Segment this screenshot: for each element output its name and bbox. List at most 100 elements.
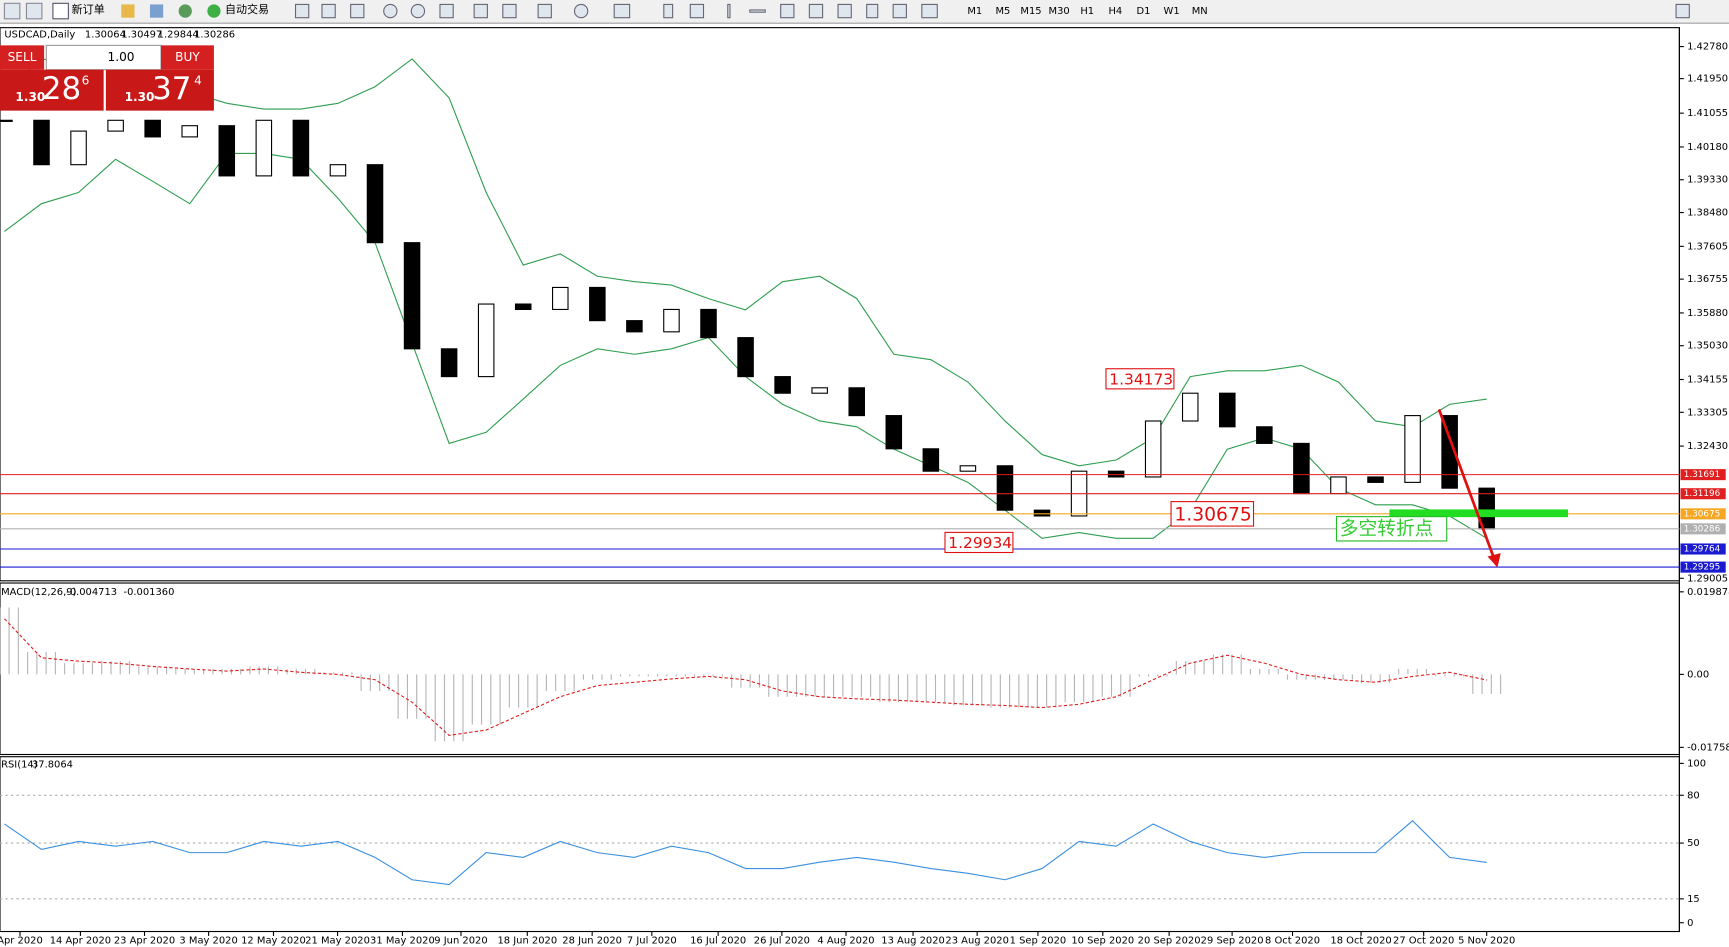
lot-field[interactable]	[45, 44, 162, 71]
auto-trading-button[interactable]: 自动交易	[225, 2, 269, 16]
tool-icon[interactable]	[573, 3, 589, 19]
tool-icon[interactable]	[178, 4, 192, 18]
trend-arrow	[1437, 408, 1496, 560]
candle	[589, 286, 606, 322]
tool-icon[interactable]	[613, 3, 631, 19]
hline-tool[interactable]	[749, 9, 766, 13]
tool-icon[interactable]	[537, 3, 552, 19]
tool-icon[interactable]	[808, 3, 824, 19]
tool-icon[interactable]	[921, 3, 938, 19]
y-tick-label: 0	[1687, 918, 1693, 929]
sell-label[interactable]: SELL	[8, 50, 37, 64]
y-tick-label: 1.29005	[1687, 573, 1728, 584]
timeframe-button[interactable]: M1	[967, 6, 982, 17]
candle	[514, 303, 532, 310]
buy-button[interactable]	[160, 45, 214, 70]
upper-band	[4, 58, 1487, 467]
vline-tool[interactable]	[727, 3, 731, 19]
crosshair-tool[interactable]	[689, 3, 705, 19]
tool-icon[interactable]	[3, 2, 21, 20]
auto-trading-icon[interactable]	[207, 4, 221, 18]
lot-value[interactable]: 1.00	[108, 50, 135, 64]
x-tick-label: 14 Apr 2020	[50, 935, 111, 946]
zoom-in[interactable]	[383, 3, 398, 19]
candle	[700, 308, 717, 339]
candle	[144, 119, 161, 138]
y-tick-label: 1.41055	[1687, 108, 1728, 119]
timeframe-button[interactable]: W1	[1164, 6, 1180, 17]
price-level-label: 1.31691	[1684, 470, 1720, 480]
timeframe-button[interactable]: H4	[1108, 6, 1122, 17]
candle	[1219, 392, 1236, 428]
candle	[737, 337, 754, 378]
main-title: USDCAD,Daily	[4, 29, 75, 40]
label-tool[interactable]	[892, 3, 907, 19]
tool-icon[interactable]	[321, 3, 336, 19]
price-level-label: 1.30675	[1684, 509, 1720, 519]
candle	[774, 376, 791, 394]
text-tool[interactable]	[866, 3, 879, 19]
x-tick-label: 31 May 2020	[370, 935, 435, 946]
y-tick-label: 1.39330	[1687, 175, 1728, 186]
new-order-button[interactable]: 新订单	[72, 2, 105, 16]
tool-icon[interactable]	[502, 3, 517, 19]
y-tick-label: 1.33305	[1687, 407, 1728, 418]
macd-readout: -0.004713	[66, 587, 117, 598]
y-tick-label: 15	[1687, 894, 1700, 905]
tool-icon[interactable]	[25, 2, 43, 20]
candle	[1404, 415, 1421, 483]
y-tick-label: 1.37605	[1687, 241, 1728, 252]
tool-icon[interactable]	[473, 3, 488, 19]
tool-icon[interactable]	[350, 3, 365, 19]
candle	[1330, 476, 1347, 495]
timeframe-button[interactable]: M5	[995, 6, 1010, 17]
candle	[1181, 392, 1199, 422]
timeframe-button[interactable]: M15	[1020, 6, 1041, 17]
ohlc-value: 1.30286	[194, 29, 235, 40]
x-tick-label: 9 Jun 2020	[434, 935, 487, 946]
timeframe-button[interactable]: D1	[1136, 6, 1150, 17]
candle	[626, 320, 643, 333]
annotation: 1.30675	[1174, 504, 1251, 525]
sell-button[interactable]	[0, 45, 45, 70]
new-order-icon[interactable]	[52, 2, 69, 20]
tool-icon[interactable]	[149, 4, 164, 18]
sell-price-box[interactable]	[0, 69, 104, 111]
zoom-out[interactable]	[410, 3, 426, 19]
candle	[1256, 426, 1273, 444]
x-tick-label: 16 Jul 2020	[690, 935, 746, 946]
annotation-box	[944, 531, 1014, 554]
x-tick-label: 10 Sep 2020	[1071, 935, 1134, 946]
main-panel	[0, 27, 1680, 582]
search-icon[interactable]	[1675, 3, 1690, 19]
timeframe-button[interactable]: MN	[1192, 6, 1208, 17]
tool-icon[interactable]	[837, 3, 852, 19]
rsi-line	[4, 820, 1487, 886]
candle	[552, 286, 569, 310]
signal-line	[4, 618, 1487, 736]
tool-icon[interactable]	[121, 4, 135, 18]
candle	[440, 348, 458, 378]
tool-icons	[294, 3, 1690, 19]
candle	[366, 164, 384, 244]
buy-label[interactable]: BUY	[175, 50, 200, 64]
tool-icon[interactable]	[780, 3, 795, 19]
x-tick-label: 26 Jul 2020	[754, 935, 810, 946]
candle	[107, 119, 124, 132]
price-level-box	[1680, 488, 1726, 500]
cursor-tool[interactable]	[663, 3, 674, 19]
candle	[181, 125, 198, 138]
buy-price-box[interactable]	[105, 69, 214, 111]
timeframe-button[interactable]: M30	[1049, 6, 1070, 17]
price-level-label: 1.29764	[1684, 544, 1721, 554]
rsi-panel	[0, 756, 1680, 933]
tool-icon[interactable]	[439, 3, 454, 19]
y-tick-label: 0.00	[1687, 669, 1709, 680]
candle	[1293, 442, 1310, 495]
candle	[811, 387, 828, 394]
price-level-label: 1.29295	[1684, 563, 1720, 573]
tool-icon[interactable]	[294, 3, 310, 19]
timeframe-button[interactable]: H1	[1080, 6, 1094, 17]
